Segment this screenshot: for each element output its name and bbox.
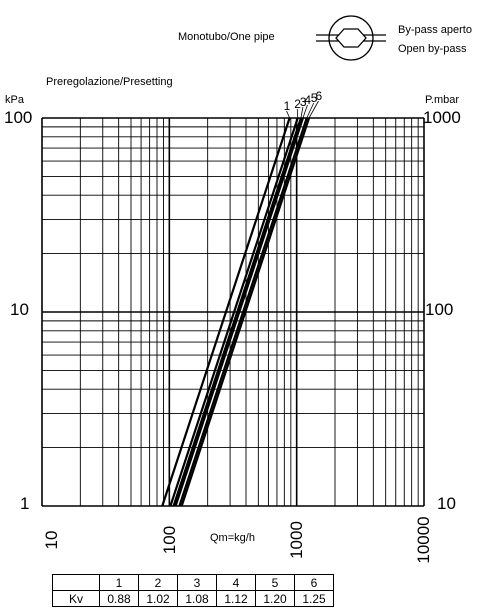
curve-label-leader <box>286 110 290 119</box>
curve-label-leader <box>302 104 308 119</box>
curve-label-leader <box>296 108 299 119</box>
curve-label-leader <box>306 102 315 119</box>
kv-table: 1 2 3 4 5 6 Kv 0.88 1.02 1.08 1.12 1.20 … <box>52 574 334 607</box>
y-tick-right: 1000 <box>423 108 461 127</box>
y-tick-left: 100 <box>4 108 33 127</box>
curve-label: 5 <box>311 91 318 105</box>
mode-label: Monotubo/One pipe <box>178 31 275 43</box>
curve-label: 6 <box>316 89 323 103</box>
kv-row-label: Kv <box>52 590 100 607</box>
kv-value: 0.88 <box>99 590 139 607</box>
kv-value: 1.08 <box>177 590 217 607</box>
kv-position-header: 5 <box>255 574 295 591</box>
pressure-flow-chart: 1 234 56 <box>41 89 425 507</box>
curve-1 <box>161 117 291 507</box>
kv-table-corner <box>52 574 100 591</box>
kv-position-header: 6 <box>294 574 334 591</box>
curve-label: 3 <box>300 95 307 109</box>
y-tick-right: 100 <box>425 300 454 319</box>
curve-5 <box>178 117 308 507</box>
curve-label: 1 <box>284 99 291 113</box>
curve-label: 2 <box>294 97 301 111</box>
y-axis-label-left: kPa <box>5 94 24 106</box>
curve-4 <box>174 117 304 507</box>
y-axis-label-right: P.mbar <box>425 94 460 106</box>
bypass-label-line2: Open by-pass <box>398 43 467 55</box>
kv-value: 1.12 <box>216 590 256 607</box>
bypass-label-line1: By-pass aperto <box>398 24 472 36</box>
y-tick-left: 10 <box>10 300 29 319</box>
kv-position-header: 1 <box>99 574 139 591</box>
curve-3 <box>172 117 302 507</box>
curve-6 <box>180 117 311 507</box>
bypass-valve-icon <box>316 15 386 61</box>
y-tick-right: 10 <box>437 494 456 513</box>
curve-label-leader <box>300 106 304 119</box>
x-axis-label: Qm=kg/h <box>210 532 255 544</box>
y-tick-left: 1 <box>20 494 30 513</box>
kv-position-header: 2 <box>138 574 178 591</box>
curve-label-leader <box>308 100 319 119</box>
curve-2 <box>169 117 299 507</box>
kv-value: 1.02 <box>138 590 178 607</box>
kv-position-header: 3 <box>177 574 217 591</box>
kv-position-header: 4 <box>216 574 256 591</box>
chart-title: Preregolazione/Presetting <box>46 76 173 88</box>
kv-value: 1.25 <box>294 590 334 607</box>
curve-label: 4 <box>304 93 311 107</box>
kv-value: 1.20 <box>255 590 295 607</box>
